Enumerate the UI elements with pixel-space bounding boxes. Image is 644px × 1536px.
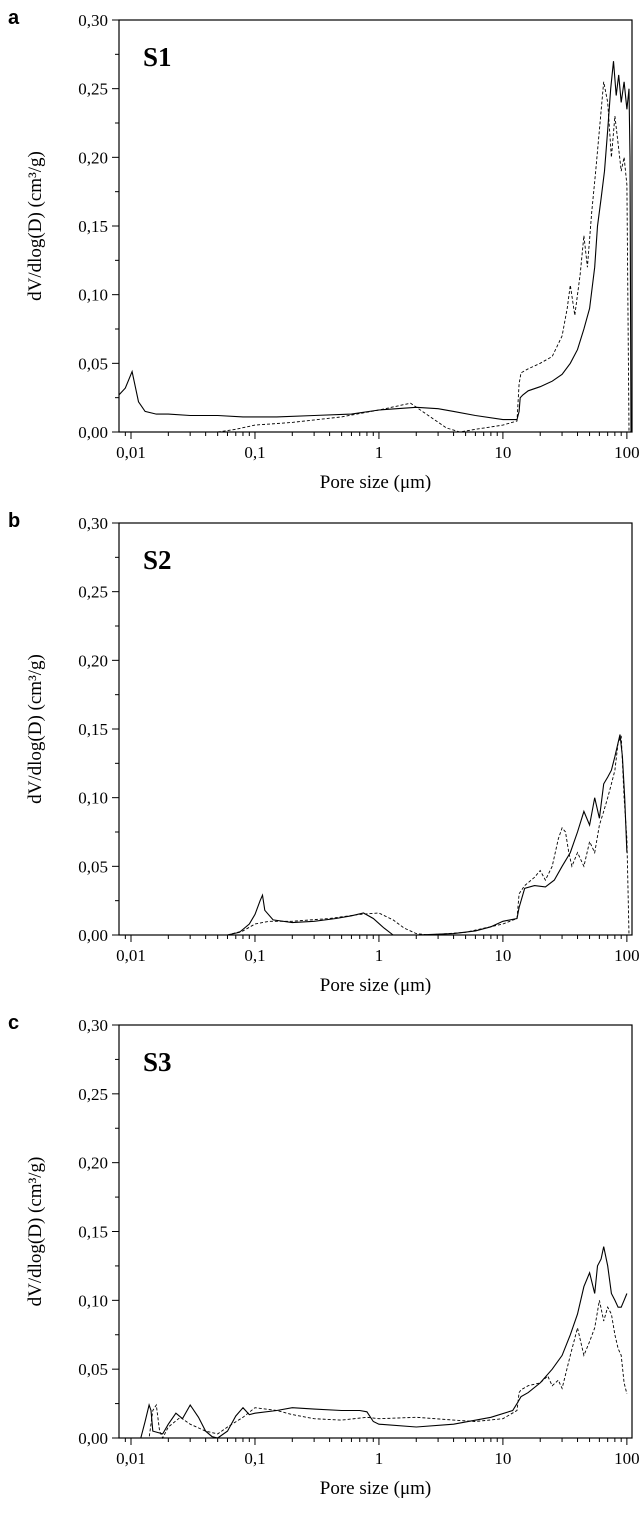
plot-frame	[118, 522, 633, 936]
series-line-solid	[227, 734, 628, 936]
x-axis-title: Pore size (μm)	[320, 472, 432, 493]
panel-letter: a	[8, 7, 20, 29]
x-tick-label: 0,1	[244, 1449, 265, 1468]
x-tick-label: 100	[614, 946, 640, 965]
y-tick-label: 0,10	[78, 286, 108, 305]
series-line-dashed	[140, 1300, 628, 1440]
y-tick-label: 0,30	[78, 11, 108, 30]
y-tick-label: 0,00	[78, 926, 108, 945]
x-tick-label: 0,01	[116, 443, 146, 462]
x-tick-label: 10	[494, 946, 511, 965]
y-tick-label: 0,25	[78, 583, 108, 602]
y-tick-label: 0,15	[78, 217, 108, 236]
panel-title: S1	[143, 42, 172, 72]
series-line-solid	[118, 61, 632, 433]
chart-panel-a: a S1 0,00 0,05 0,10 0,15 0,20 0,25 0,30 0,01 0,1 1 1…	[8, 7, 640, 493]
y-tick-label: 0,15	[78, 1223, 108, 1242]
panel-title: S2	[143, 545, 172, 575]
x-tick-label: 0,1	[244, 443, 265, 462]
y-tick-label: 0,05	[78, 354, 108, 373]
x-tick-label: 10	[494, 443, 511, 462]
panel-title: S3	[143, 1047, 172, 1077]
y-axis-title: dV/dlog(D) (cm³/g)	[25, 654, 46, 804]
x-tick-label: 100	[614, 1449, 640, 1468]
y-tick-label: 0,10	[78, 1291, 108, 1310]
y-tick-label: 0,05	[78, 1360, 108, 1379]
plot-frame	[118, 19, 633, 433]
x-axis-title: Pore size (μm)	[320, 1478, 432, 1499]
y-tick-label: 0,00	[78, 423, 108, 442]
y-tick-label: 0,30	[78, 1016, 108, 1035]
y-tick-label: 0,05	[78, 857, 108, 876]
y-axis-title: dV/dlog(D) (cm³/g)	[25, 151, 46, 301]
x-tick-label: 1	[375, 443, 384, 462]
y-tick-label: 0,15	[78, 720, 108, 739]
x-tick-label: 10	[494, 1449, 511, 1468]
x-tick-label: 0,01	[116, 1449, 146, 1468]
y-tick-label: 0,25	[78, 80, 108, 99]
y-tick-label: 0,00	[78, 1429, 108, 1448]
x-tick-label: 0,01	[116, 946, 146, 965]
y-tick-label: 0,20	[78, 148, 108, 167]
y-tick-label: 0,30	[78, 514, 108, 533]
series-line-dashed	[217, 81, 630, 433]
y-tick-label: 0,20	[78, 651, 108, 670]
panel-letter: c	[8, 1012, 19, 1034]
y-axis-title: dV/dlog(D) (cm³/g)	[25, 1157, 46, 1307]
x-axis-title: Pore size (μm)	[320, 975, 432, 996]
x-tick-label: 1	[375, 1449, 384, 1468]
y-tick-label: 0,20	[78, 1154, 108, 1173]
series-line-dashed	[227, 735, 630, 936]
y-tick-label: 0,10	[78, 789, 108, 808]
y-tick-label: 0,25	[78, 1085, 108, 1104]
x-tick-label: 0,1	[244, 946, 265, 965]
x-tick-label: 1	[375, 946, 384, 965]
series-line-solid	[140, 1246, 628, 1439]
chart-panel-b: b S2 0,00 0,05 0,10 0,15 0,20 0,25 0,30 0,01 0,1 1 1…	[8, 510, 640, 996]
chart-panel-c: c S3 0,00 0,05 0,10 0,15 0,20 0,25 0,30 0,01 0,1 1 1…	[8, 1012, 640, 1499]
plot-frame	[118, 1024, 633, 1439]
panel-letter: b	[8, 510, 20, 532]
x-tick-label: 100	[614, 443, 640, 462]
